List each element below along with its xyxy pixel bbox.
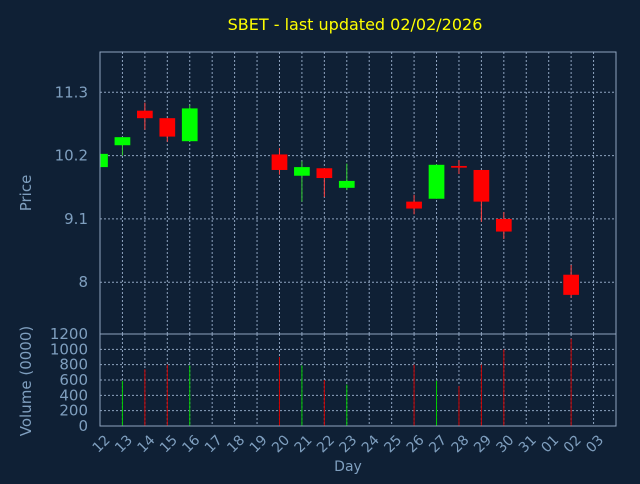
- candle-body: [563, 274, 579, 295]
- x-axis-ticks: 1213141516171819202122232425262728293031…: [90, 432, 607, 456]
- price-tick-label: 8: [78, 273, 88, 291]
- candle-body: [495, 218, 512, 232]
- price-grid: [100, 52, 616, 334]
- candle-body: [294, 167, 310, 176]
- x-tick-label: 01: [538, 432, 562, 456]
- x-tick-label: 15: [157, 432, 181, 456]
- x-tick-label: 17: [202, 432, 226, 456]
- candle-body: [473, 169, 490, 202]
- x-tick-label: 19: [247, 432, 271, 456]
- volume-tick-label: 1200: [50, 325, 88, 343]
- candle-body: [137, 110, 153, 119]
- price-axis-ticks: 8 9.1 10.2 11.3: [55, 83, 88, 291]
- candle-body: [271, 154, 288, 170]
- volume-tick-label: 200: [59, 402, 88, 420]
- x-tick-label: 29: [471, 432, 495, 456]
- x-tick-label: 16: [179, 432, 203, 456]
- price-tick-label: 10.2: [55, 147, 88, 165]
- volume-tick-label: 800: [59, 356, 88, 374]
- price-axis-label: Price: [17, 175, 35, 212]
- candle-body: [316, 168, 333, 179]
- chart-title: SBET - last updated 02/02/2026: [228, 15, 483, 34]
- x-tick-label: 18: [224, 432, 248, 456]
- x-axis-label: Day: [334, 459, 362, 475]
- candle-body: [451, 165, 467, 168]
- x-tick-label: 12: [90, 432, 114, 456]
- x-tick-label: 30: [494, 432, 518, 456]
- x-tick-label: 22: [314, 432, 338, 456]
- x-tick-label: 02: [561, 432, 585, 456]
- x-tick-label: 24: [359, 432, 383, 456]
- price-tick-label: 11.3: [55, 83, 88, 101]
- x-tick-label: 31: [516, 432, 540, 456]
- candle-body: [114, 137, 131, 146]
- price-tick-label: 9.1: [64, 210, 88, 228]
- x-tick-label: 21: [292, 432, 316, 456]
- candle-body: [406, 201, 422, 209]
- x-tick-label: 27: [426, 432, 450, 456]
- volume-grid: [100, 334, 616, 426]
- x-tick-label: 25: [381, 432, 405, 456]
- x-tick-label: 20: [269, 432, 293, 456]
- x-tick-label: 28: [449, 432, 473, 456]
- volume-panel-frame: [99, 333, 617, 427]
- price-candles: [99, 102, 579, 298]
- candle-body: [428, 164, 445, 199]
- candle-body: [100, 153, 108, 168]
- volume-tick-label: 400: [59, 386, 88, 404]
- x-tick-label: 13: [112, 432, 136, 456]
- volume-bars: [121, 338, 572, 426]
- candle-body: [181, 108, 198, 142]
- x-tick-label: 03: [583, 432, 607, 456]
- candle-body: [338, 180, 355, 188]
- volume-tick-label: 600: [59, 371, 88, 389]
- x-tick-label: 26: [404, 432, 428, 456]
- volume-axis-label: Volume (0000): [17, 326, 35, 436]
- x-tick-label: 23: [336, 432, 360, 456]
- volume-tick-label: 0: [78, 417, 88, 435]
- candle-body: [159, 118, 176, 137]
- price-panel-frame: [99, 51, 617, 335]
- volume-tick-label: 1000: [50, 340, 88, 358]
- x-tick-label: 14: [135, 432, 159, 456]
